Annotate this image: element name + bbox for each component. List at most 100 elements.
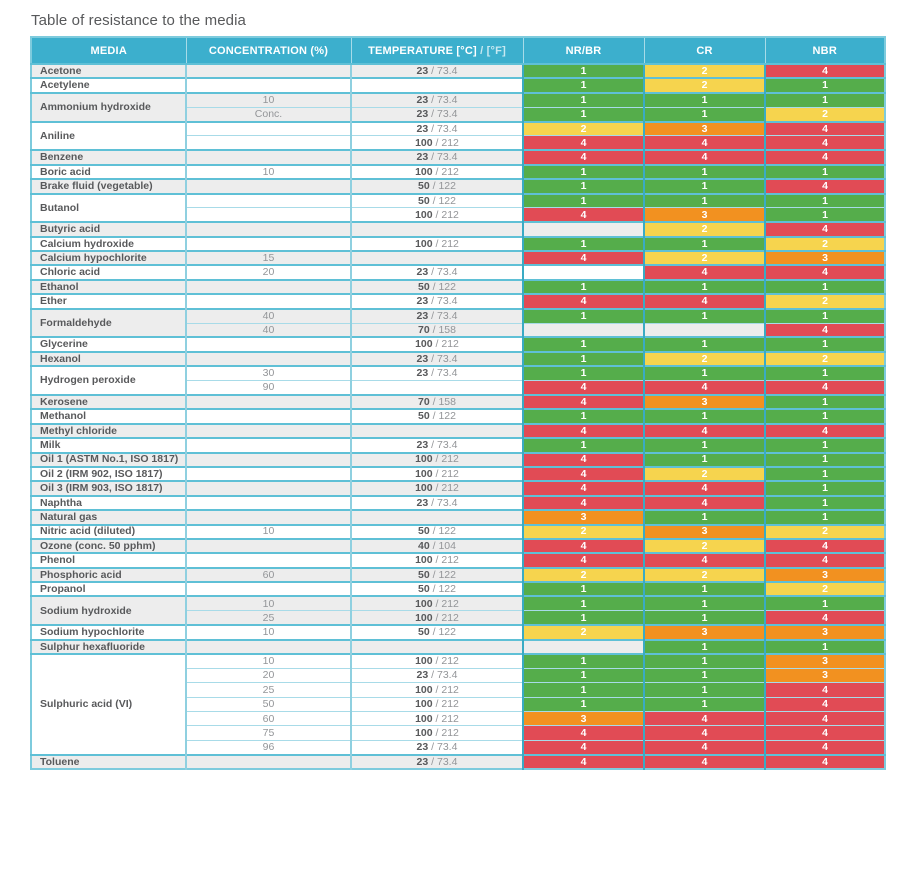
rating-cell-nrbr: 4 — [522, 250, 644, 266]
rating-cell-cr: 1 — [643, 696, 765, 712]
temperature-fahrenheit: / 73.4 — [428, 93, 458, 106]
rating-cell-nrbr: 3 — [522, 711, 644, 726]
rating-cell-cr: 1 — [643, 652, 765, 669]
temperature-fahrenheit: / 212 — [432, 655, 459, 668]
rating-cell-nbr: 1 — [764, 509, 885, 525]
concentration-cell — [185, 221, 351, 237]
rating-cell-nbr: 4 — [764, 711, 885, 726]
rating-cell-nrbr: 1 — [522, 365, 644, 381]
temperature-fahrenheit: / 73.4 — [428, 352, 458, 365]
table-row: Ethanol 50 / 122 1 1 1 — [31, 278, 885, 295]
temperature-cell: 100 / 212 — [350, 465, 523, 482]
temperature-fahrenheit: / 73.4 — [428, 122, 458, 135]
temperature-fahrenheit: / 212 — [432, 683, 459, 696]
media-cell: Oil 1 (ASTM No.1, ISO 1817) — [31, 451, 186, 467]
rating-cell-cr: 2 — [643, 221, 765, 237]
temperature-cell — [350, 509, 523, 525]
temperature-celsius: 23 — [416, 266, 429, 279]
media-cell: Oil 2 (IRM 902, ISO 1817) — [31, 465, 186, 482]
temperature-celsius: 23 — [416, 669, 429, 682]
media-cell: Milk — [31, 437, 186, 453]
temperature-cell: 100 / 212 — [350, 451, 523, 467]
temperature-fahrenheit: / 73.4 — [428, 309, 458, 322]
page-title: Table of resistance to the media — [31, 12, 246, 29]
temperature-fahrenheit: / 122 — [429, 194, 456, 207]
rating-cell-nrbr: 1 — [522, 163, 644, 180]
temperature-cell — [350, 221, 523, 237]
concentration-cell: 60 — [185, 711, 351, 726]
concentration-cell: 25 — [185, 682, 351, 698]
temperature-celsius: 100 — [415, 453, 433, 466]
concentration-cell — [185, 465, 351, 482]
concentration-cell — [185, 192, 351, 208]
table-row: Naphtha 23 / 73.4 4 4 1 — [31, 494, 885, 511]
rating-cell-nrbr: 4 — [522, 739, 644, 755]
rating-cell-cr: 4 — [643, 264, 765, 280]
table-row: Chloric acid 20 23 / 73.4 4 4 — [31, 264, 885, 280]
rating-cell-nbr: 4 — [764, 696, 885, 712]
rating-cell-nrbr: 2 — [522, 523, 644, 539]
rating-cell-nbr: 2 — [764, 293, 885, 309]
table-row: Milk 23 / 73.4 1 1 1 — [31, 437, 885, 453]
temperature-celsius: 50 — [418, 525, 430, 538]
concentration-cell — [185, 437, 351, 453]
temperature-cell — [350, 250, 523, 266]
header-temperature-fahrenheit: / [°F] — [480, 44, 506, 57]
rating-cell-cr: 1 — [643, 192, 765, 208]
media-cell: Butanol — [31, 192, 186, 223]
temperature-cell: 23 / 73.4 — [350, 739, 523, 755]
temperature-fahrenheit: / 73.4 — [428, 367, 458, 380]
concentration-cell: 60 — [185, 566, 351, 583]
media-cell: Ammonium hydroxide — [31, 91, 186, 122]
rating-cell-nrbr: 1 — [522, 106, 644, 122]
rating-cell-nbr: 2 — [764, 235, 885, 252]
temperature-cell: 40 / 104 — [350, 537, 523, 554]
temperature-cell: 50 / 122 — [350, 523, 523, 539]
rating-cell-cr: 1 — [643, 437, 765, 453]
concentration-cell — [185, 552, 351, 568]
rating-cell-nbr: 2 — [764, 581, 885, 597]
rating-cell-nbr: 3 — [764, 624, 885, 640]
rating-cell-cr: 2 — [643, 250, 765, 266]
header-nbr: NBR — [764, 37, 885, 64]
rating-cell-nrbr: 1 — [522, 307, 644, 324]
temperature-fahrenheit: / 73.4 — [428, 669, 458, 682]
temperature-fahrenheit: / 73.4 — [428, 439, 458, 452]
temperature-celsius: 100 — [415, 726, 433, 739]
table-row: Toluene 23 / 73.4 4 4 4 — [31, 753, 885, 770]
table-row: Brake fluid (vegetable) 50 / 122 1 1 4 — [31, 178, 885, 194]
temperature-celsius: 50 — [418, 568, 430, 581]
rating-cell-cr: 2 — [643, 350, 765, 367]
media-cell: Hydrogen peroxide — [31, 365, 186, 395]
temperature-fahrenheit: / 212 — [432, 611, 459, 624]
temperature-fahrenheit: / 104 — [429, 539, 456, 552]
media-cell: Hexanol — [31, 350, 186, 367]
rating-cell-nbr: 1 — [764, 638, 885, 655]
table-row: Boric acid 10 100 / 212 1 1 1 — [31, 163, 885, 180]
table-row: Acetone 23 / 73.4 1 2 4 — [31, 62, 885, 79]
table-row: Ozone (conc. 50 pphm) 40 / 104 4 2 4 — [31, 537, 885, 554]
temperature-celsius: 100 — [415, 165, 433, 178]
concentration-cell — [185, 350, 351, 367]
rating-cell-nrbr: 1 — [522, 278, 644, 295]
rating-cell-nrbr: 4 — [522, 494, 644, 511]
temperature-fahrenheit: / 122 — [429, 568, 456, 581]
rating-cell-nbr: 4 — [764, 322, 885, 338]
rating-cell-nbr: 4 — [764, 725, 885, 741]
temperature-cell: 50 / 122 — [350, 408, 523, 424]
temperature-cell: 23 / 73.4 — [350, 120, 523, 136]
concentration-cell: 20 — [185, 667, 351, 683]
concentration-cell — [185, 422, 351, 439]
table-row: Hexanol 23 / 73.4 1 2 2 — [31, 350, 885, 367]
media-cell: Benzene — [31, 149, 186, 165]
temperature-cell: 23 / 73.4 — [350, 293, 523, 309]
rating-cell-nbr: 4 — [764, 120, 885, 136]
rating-cell-nrbr: 4 — [522, 207, 644, 223]
rating-cell-nbr: 4 — [764, 682, 885, 698]
table-row: Benzene 23 / 73.4 4 4 4 — [31, 149, 885, 165]
rating-cell-nrbr: 1 — [522, 350, 644, 367]
concentration-cell — [185, 207, 351, 223]
rating-cell-nrbr: 1 — [522, 192, 644, 208]
table-row: Sodium hydroxide 10 100 / 212 1 1 1 — [31, 595, 885, 626]
media-cell: Phenol — [31, 552, 186, 568]
